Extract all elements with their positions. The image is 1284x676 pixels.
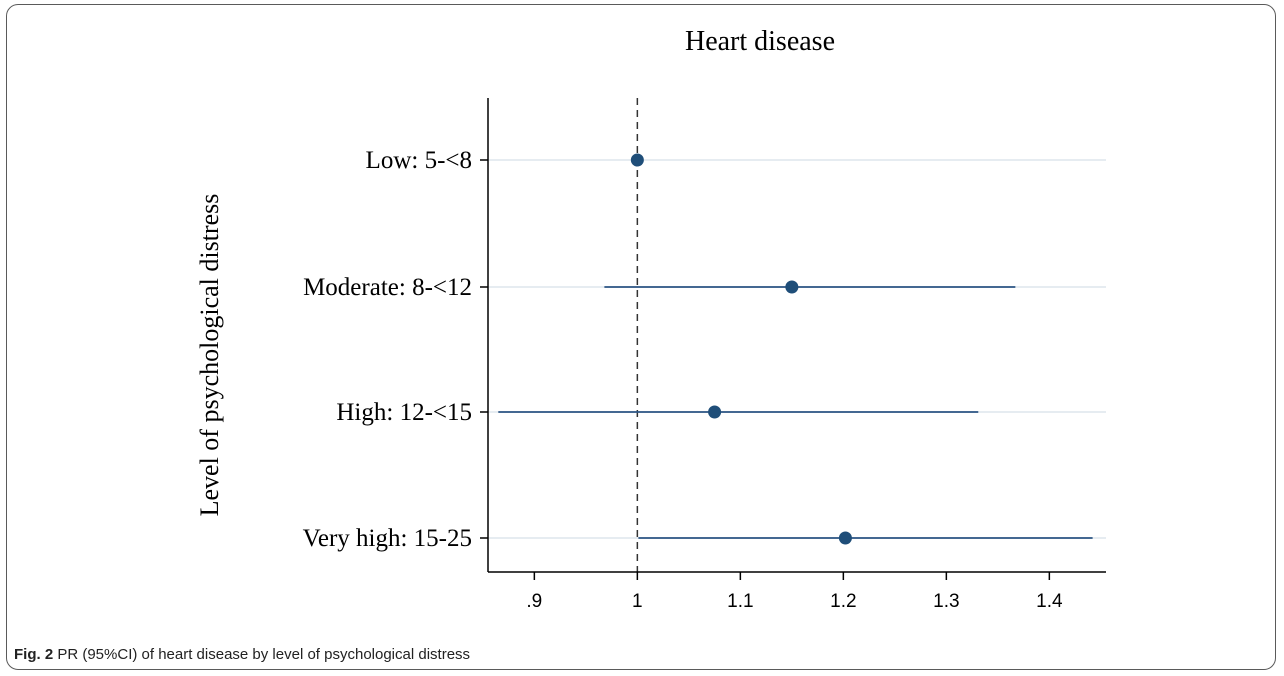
chart-title: Heart disease [685,26,835,57]
y-axis-label: Level of psychological distress [195,194,224,517]
grid-layer [488,159,1106,539]
point-estimate [838,531,852,545]
x-tick-label: 1.1 [727,591,753,612]
caption-label: Fig. 2 [14,646,54,663]
figure-frame [6,4,1276,670]
caption-text: PR (95%CI) of heart disease by level of … [53,646,471,663]
point-layer [630,153,852,545]
point-estimate [708,405,722,419]
x-tick-label: 1.2 [830,591,856,612]
ci-layer [498,286,1093,539]
x-tick-label: 1.3 [933,591,959,612]
point-estimate [630,153,644,167]
x-tick-label: 1 [632,591,643,612]
category-label: Low: 5-<8 [366,147,472,174]
figure-caption: Fig. 2 PR (95%CI) of heart disease by le… [14,646,470,663]
category-label: Moderate: 8-<12 [303,274,472,301]
x-tick-label: 1.4 [1036,591,1063,612]
category-label: Very high: 15-25 [303,525,472,552]
category-label: High: 12-<15 [336,399,472,426]
x-tick-label: .9 [526,591,542,612]
point-estimate [785,280,799,294]
category-label-layer: Low: 5-<8 Moderate: 8-<12 High: 12-<15 Very… [303,147,472,552]
axis-layer: .9 1 1.1 1.2 1.3 1.4 [480,98,1106,612]
